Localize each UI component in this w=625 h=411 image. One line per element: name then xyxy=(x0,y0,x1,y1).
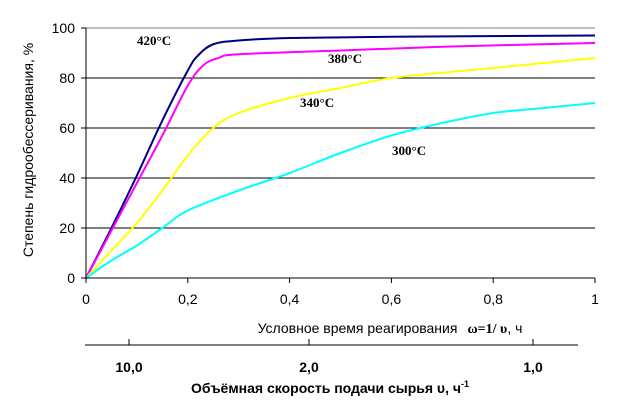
y-tick-label: 60 xyxy=(59,120,75,136)
series-label-420: 420°C xyxy=(137,33,171,48)
secondary-axis-label: Объёмная скорость подачи сырья υ, ч-1 xyxy=(191,379,469,396)
x-tick-label: 0,2 xyxy=(178,291,198,307)
x-tick-label: 0,6 xyxy=(382,291,402,307)
x-axis-label-unit: , ч xyxy=(507,320,522,336)
x-tick-label: 0,4 xyxy=(280,291,300,307)
x-axis-label-text: Условное время реагирования xyxy=(258,320,458,336)
secondary-tick-label: 1,0 xyxy=(523,359,543,375)
secondary-axis-label-text: Объёмная скорость подачи сырья υ, ч xyxy=(191,380,461,396)
y-tick-label: 20 xyxy=(59,220,75,236)
secondary-axis-label-sup: -1 xyxy=(461,379,469,389)
series-labels: 420°C 380°C 340°C 300°C xyxy=(137,33,426,158)
series-label-300: 300°C xyxy=(392,143,426,158)
y-tick-label: 100 xyxy=(52,20,76,36)
x-tick-label: 0,8 xyxy=(483,291,503,307)
series-line-340 xyxy=(85,57,596,279)
series-line-300 xyxy=(85,102,596,279)
y-tick-label: 40 xyxy=(59,170,75,186)
series-line-380 xyxy=(85,42,596,279)
axes: 0 20 40 60 80 100 0 0,2 0,4 0,6 0,8 1 xyxy=(52,20,599,307)
series-lines xyxy=(85,34,596,279)
secondary-tick-label: 2,0 xyxy=(299,359,319,375)
x-tick-label: 1 xyxy=(591,291,599,307)
series-line-420 xyxy=(85,34,596,279)
series-label-380: 380°C xyxy=(328,51,362,66)
x-axis-label: Условное время реагирования ω=1/ υ, ч xyxy=(258,320,523,337)
x-tick-label: 0 xyxy=(82,291,90,307)
y-axis-label: Степень гидрообессеривания, % xyxy=(20,43,36,257)
y-tick-label: 0 xyxy=(67,270,75,286)
secondary-tick-label: 10,0 xyxy=(115,359,142,375)
x-axis-label-formula: ω=1/ υ xyxy=(467,322,507,337)
series-label-340: 340°C xyxy=(300,95,334,110)
y-tick-label: 80 xyxy=(59,70,75,86)
